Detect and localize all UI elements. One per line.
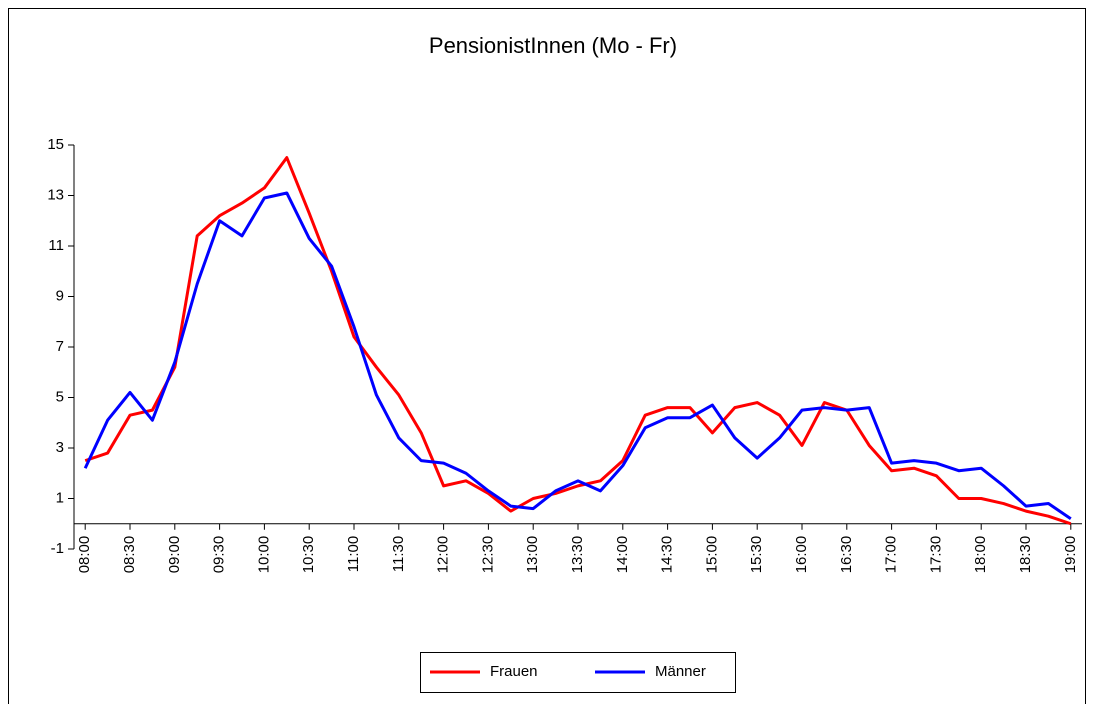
- x-tick-label: 19:00: [1062, 536, 1079, 574]
- x-tick-label: 10:30: [300, 536, 317, 574]
- y-tick-label: 5: [56, 388, 64, 405]
- series-line: [84, 156, 1072, 526]
- x-tick-label: 11:00: [345, 536, 362, 572]
- x-tick-label: 18:30: [1017, 536, 1034, 574]
- x-tick-label: 13:00: [524, 536, 541, 574]
- x-tick-label: 15:00: [703, 536, 720, 574]
- y-tick-label: 11: [48, 237, 64, 254]
- chart-title: PensionistInnen (Mo - Fr): [429, 33, 677, 58]
- legend-label: Männer: [655, 663, 706, 680]
- x-tick-label: 15:30: [748, 536, 765, 574]
- x-tick-label: 14:30: [659, 536, 676, 574]
- x-tick-label: 09:00: [166, 536, 183, 574]
- y-tick-label: 1: [56, 489, 64, 506]
- x-tick-label: 10:00: [255, 536, 272, 574]
- chart-frame: [8, 8, 1086, 709]
- y-tick-label: 15: [47, 136, 64, 153]
- x-tick-label: 08:00: [76, 536, 93, 574]
- x-tick-label: 14:00: [614, 536, 631, 574]
- x-tick-label: 18:00: [972, 536, 989, 574]
- y-tick-label: 9: [56, 287, 64, 304]
- x-tick-label: 13:30: [569, 536, 586, 574]
- y-tick-label: 3: [56, 439, 64, 456]
- x-tick-label: 16:30: [838, 536, 855, 574]
- x-tick-label: 12:00: [435, 536, 452, 574]
- y-tick-label: 13: [47, 186, 64, 203]
- y-tick-label: -1: [51, 540, 64, 557]
- x-tick-label: 08:30: [121, 536, 138, 574]
- x-tick-label: 09:30: [211, 536, 228, 574]
- x-tick-label: 11:30: [390, 536, 407, 572]
- y-tick-label: 7: [56, 338, 64, 355]
- series-line: [83, 191, 1072, 520]
- x-tick-label: 17:00: [883, 536, 900, 574]
- x-tick-label: 12:30: [479, 536, 496, 574]
- legend-label: Frauen: [490, 663, 538, 680]
- x-tick-label: 16:00: [793, 536, 810, 574]
- x-tick-label: 17:30: [927, 536, 944, 574]
